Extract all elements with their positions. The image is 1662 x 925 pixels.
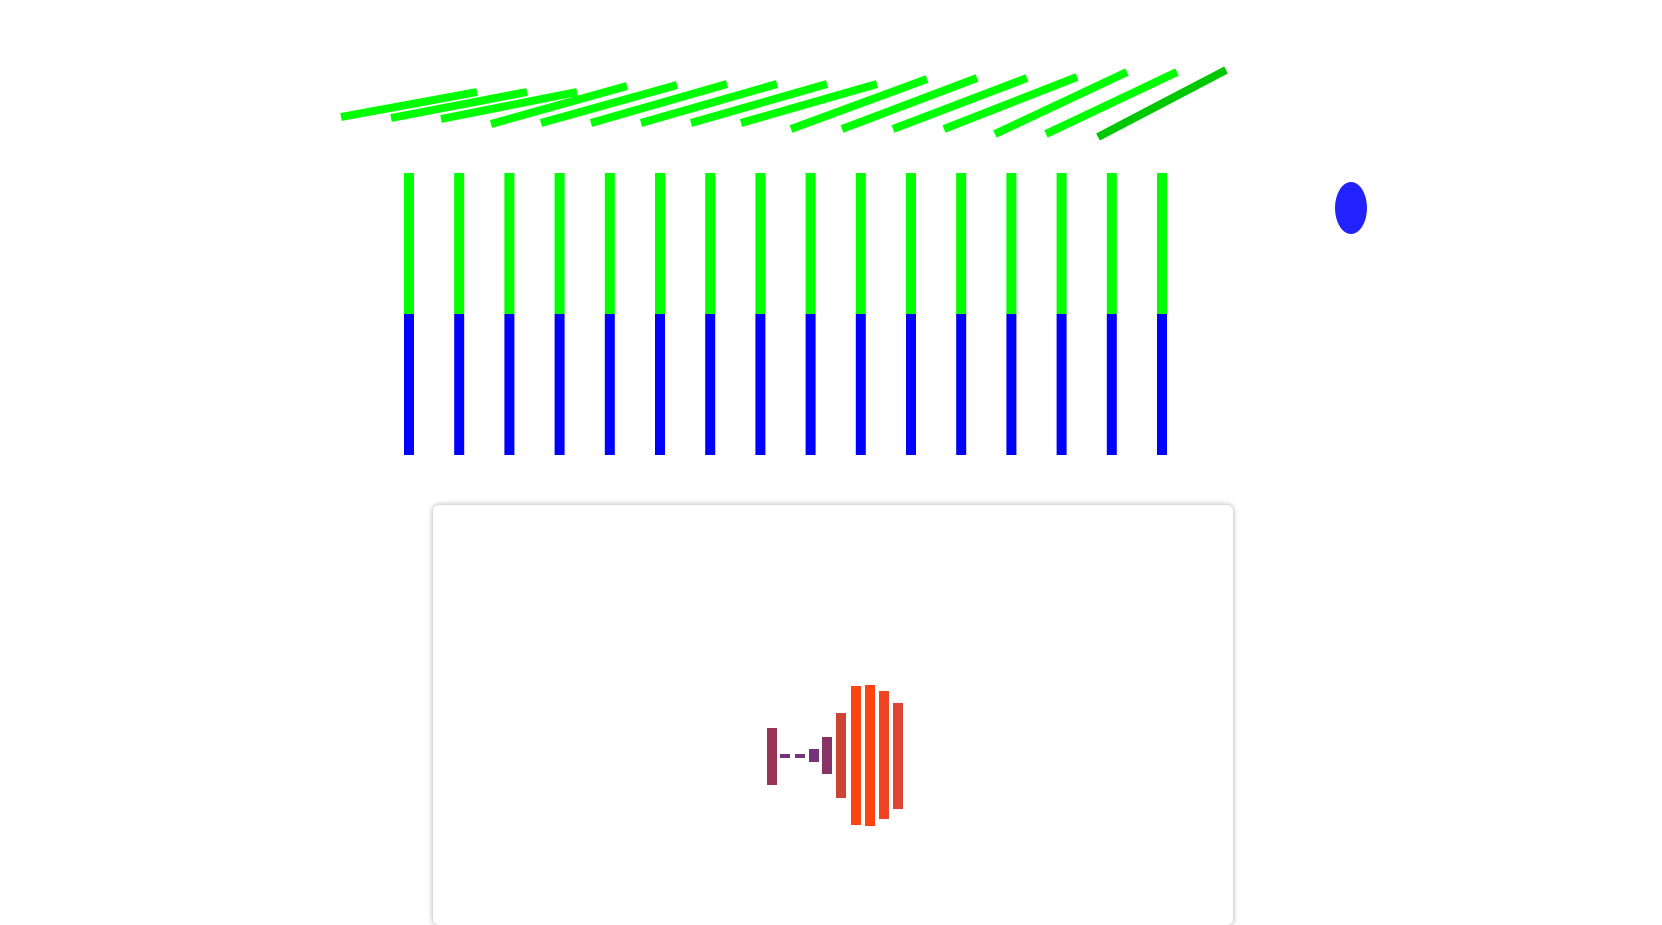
vertical-bar-bottom [604,314,615,455]
vertical-bar-bottom [705,314,716,455]
vertical-bar-top [1006,173,1017,314]
slanted-bar [891,74,1029,133]
audio-card [433,505,1233,925]
vertical-bar-bottom [454,314,465,455]
visualizer-bar [893,703,903,809]
vertical-bar-top [705,173,716,314]
vertical-bar [1006,173,1017,455]
vertical-bar-top [404,173,414,314]
vertical-bar [1106,173,1117,455]
vertical-bar-bottom [855,314,866,455]
vertical-bar-top [554,173,565,314]
top-artwork [340,66,1367,455]
vertical-bar-top [454,173,465,314]
vertical-bar-bottom [1006,314,1017,455]
vertical-bar [956,173,967,455]
slanted-bar [789,75,929,133]
vertical-bar-top [755,173,766,314]
visualizer-bar [822,737,832,774]
vertical-bar-top [1106,173,1117,314]
vertical-bar-top [1056,173,1067,314]
vertical-bar [404,173,414,455]
vertical-bar [1056,173,1067,455]
slanted-bar [1044,68,1179,138]
slanted-bar [993,68,1129,138]
vertical-bar [705,173,716,455]
vertical-bar [504,173,515,455]
vertical-bar-bottom [906,314,916,455]
vertical-bar-bottom [1056,314,1067,455]
vertical-bar-top [855,173,866,314]
vertical-bar-bottom [755,314,766,455]
vertical-bar-bottom [404,314,414,455]
audio-visualizer [767,685,903,826]
vertical-bar-bottom [805,314,816,455]
visualizer-bar [879,691,889,819]
vertical-bar-top [906,173,916,314]
vertical-bar [805,173,816,455]
vertical-bar-bottom [655,314,665,455]
slanted-bar [942,73,1079,133]
visualizer-bar [767,728,777,785]
slanted-bar [689,80,829,127]
slanted-bar [489,82,629,128]
vertical-bar-top [504,173,515,314]
visualizer-bar [865,685,875,826]
vertical-bar-top [956,173,967,314]
visualizer-bar [809,749,819,762]
vertical-bar [554,173,565,455]
slanted-bar [639,80,779,127]
vertical-bar [604,173,615,455]
vertical-bar-bottom [956,314,967,455]
vertical-bar-bottom [504,314,515,455]
vertical-bar [1157,173,1167,455]
slanted-bar [739,80,879,127]
vertical-bar-bottom [554,314,565,455]
visualizer-bar [795,754,805,758]
vertical-bar-bottom [1106,314,1117,455]
slanted-bar [539,81,679,127]
vertical-bar [655,173,665,455]
slanted-bar [840,74,979,133]
visualizer-bar [780,754,790,758]
slanted-bar [589,80,729,127]
visualizer-bar [836,713,846,798]
slanted-bar [390,88,528,122]
vertical-bar [755,173,766,455]
blue-dot [1335,182,1367,234]
slanted-bar [340,88,478,121]
visualizer-bar [851,686,861,825]
vertical-bar-top [805,173,816,314]
vertical-bar-top [655,173,665,314]
slanted-bar [1096,66,1228,141]
vertical-bar-top [604,173,615,314]
vertical-bar [454,173,465,455]
vertical-bar [855,173,866,455]
vertical-bar-top [1157,173,1167,314]
vertical-bar-bottom [1157,314,1167,455]
vertical-bar [906,173,916,455]
slanted-bar [440,88,578,123]
